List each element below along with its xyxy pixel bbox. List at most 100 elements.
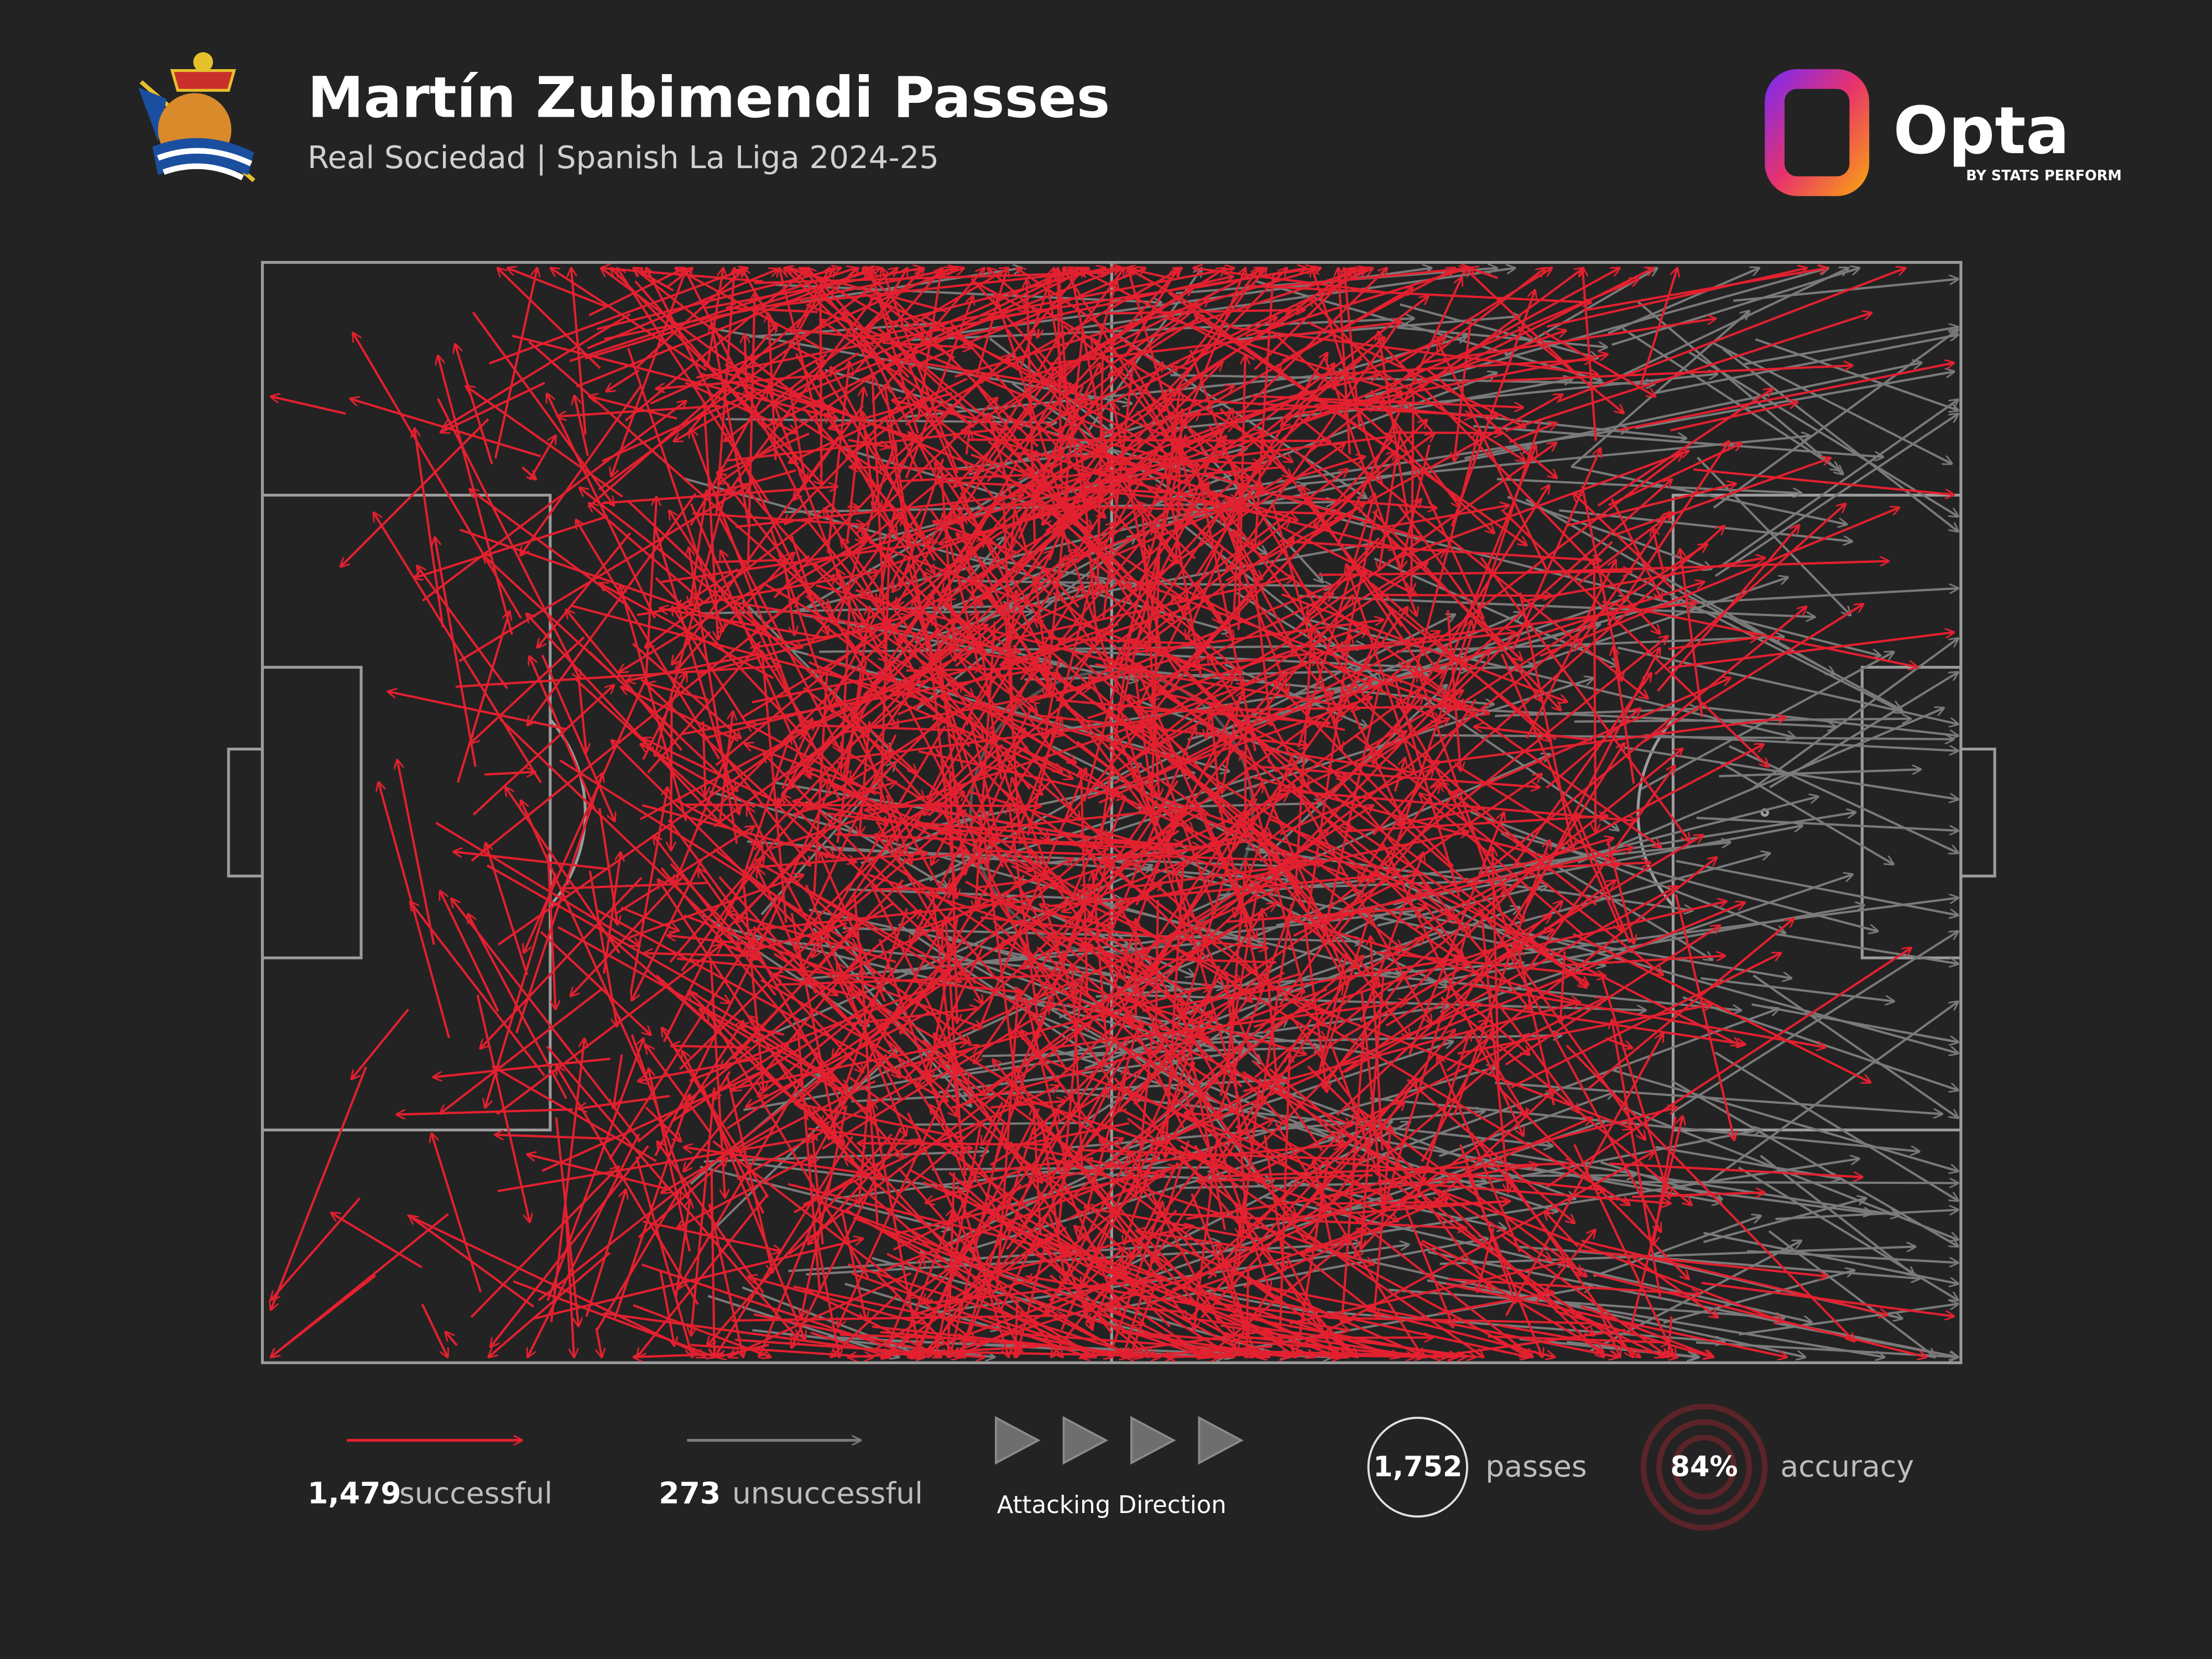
successful-pass bbox=[788, 1023, 1091, 1255]
successful-pass bbox=[526, 614, 722, 825]
successful-pass bbox=[1437, 1056, 1521, 1253]
successful-pass bbox=[889, 661, 971, 747]
successful-pass bbox=[879, 554, 889, 813]
successful-pass bbox=[468, 914, 567, 1099]
unsuccessful-pass bbox=[1700, 977, 1894, 1001]
successful-pass bbox=[1670, 402, 1798, 432]
successful-pass bbox=[1340, 1108, 1530, 1243]
successful-pass bbox=[711, 324, 751, 528]
successful-pass bbox=[940, 469, 955, 661]
successful-pass bbox=[1274, 681, 1454, 868]
successful-pass bbox=[1540, 508, 1899, 657]
successful-pass bbox=[1136, 1023, 1155, 1194]
successful-pass bbox=[1518, 948, 1555, 1105]
successful-pass bbox=[824, 602, 898, 728]
unsuccessful-pass bbox=[1751, 1003, 1958, 1042]
unsuccessful-pass bbox=[842, 447, 1057, 512]
successful-pass bbox=[912, 1108, 1040, 1357]
successful-pass bbox=[1424, 319, 1716, 364]
successful-pass bbox=[1018, 363, 1100, 539]
unsuccessful-pass bbox=[1004, 894, 1194, 976]
unsuccessful-pass bbox=[1623, 268, 1848, 376]
successful-pass bbox=[1252, 1060, 1344, 1144]
successful-pass bbox=[520, 384, 643, 556]
unsuccessful-pass bbox=[707, 1295, 899, 1357]
successful-pass bbox=[1580, 486, 1621, 681]
unsuccessful-pass bbox=[1224, 663, 1368, 728]
successful-pass bbox=[1453, 841, 1550, 1116]
successful-pass bbox=[730, 1041, 968, 1091]
successful-pass bbox=[744, 385, 884, 476]
successful-label: successful bbox=[399, 1476, 552, 1511]
unsuccessful-pass bbox=[1290, 1180, 1506, 1229]
unsuccessful-pass bbox=[1747, 1250, 1958, 1263]
passes-count: 1,752 bbox=[1373, 1451, 1462, 1484]
successful-pass bbox=[1103, 838, 1257, 862]
successful-pass bbox=[886, 835, 1108, 1026]
successful-pass bbox=[421, 1303, 448, 1357]
successful-pass bbox=[602, 487, 838, 504]
successful-pass bbox=[959, 1265, 1230, 1350]
successful-pass bbox=[488, 268, 748, 365]
successful-pass bbox=[431, 1134, 482, 1293]
successful-pass bbox=[1078, 1032, 1138, 1240]
successful-pass bbox=[1340, 582, 1704, 699]
unsuccessful-pass bbox=[1074, 650, 1468, 670]
successful-pass bbox=[628, 875, 804, 939]
successful-pass bbox=[620, 906, 679, 931]
successful-pass bbox=[917, 948, 983, 1087]
unsuccessful-pass bbox=[1660, 588, 1958, 606]
unsuccessful-pass bbox=[1571, 311, 1749, 468]
unsuccessful-pass bbox=[1775, 933, 1958, 964]
unsuccessful-pass bbox=[1448, 1175, 1635, 1176]
successful-pass bbox=[682, 1051, 765, 1214]
successful-pass bbox=[1454, 317, 1473, 461]
unsuccessful-pass bbox=[1676, 859, 1958, 915]
successful-pass bbox=[486, 843, 529, 975]
brand-name: Opta bbox=[1893, 93, 2069, 169]
successful-pass bbox=[1194, 1230, 1366, 1290]
successful-pass bbox=[988, 414, 1030, 560]
successful-count: 1,479 bbox=[307, 1476, 401, 1511]
unsuccessful-pass bbox=[1593, 1216, 1761, 1277]
successful-pass bbox=[1225, 971, 1247, 1225]
passes-label: passes bbox=[1485, 1449, 1587, 1484]
successful-pass bbox=[1373, 1126, 1390, 1313]
unsuccessful-pass bbox=[1710, 341, 1952, 464]
successful-pass bbox=[967, 790, 1285, 886]
successful-pass bbox=[816, 584, 1146, 671]
successful-pass bbox=[1193, 633, 1515, 667]
successful-pass bbox=[1416, 902, 1745, 1040]
unsuccessful-pass bbox=[805, 800, 948, 888]
unsuccessful-pass bbox=[1179, 1181, 1486, 1190]
club-crest bbox=[138, 52, 255, 182]
successful-pass bbox=[869, 1222, 1134, 1357]
unsuccessful-pass bbox=[1645, 734, 1958, 750]
successful-pass bbox=[1128, 497, 1230, 652]
successful-pass bbox=[671, 1046, 750, 1047]
unsuccessful-pass bbox=[1464, 363, 1921, 460]
unsuccessful-pass bbox=[1760, 1155, 1914, 1276]
successful-pass bbox=[541, 1070, 765, 1172]
unsuccessful-pass bbox=[1714, 1051, 1958, 1201]
successful-pass bbox=[1370, 485, 1549, 768]
successful-pass bbox=[667, 819, 761, 947]
successful-pass bbox=[578, 1094, 670, 1109]
successful-pass bbox=[703, 402, 718, 640]
successful-pass bbox=[440, 987, 604, 1113]
unsuccessful-pass bbox=[1636, 300, 1843, 474]
successful-pass bbox=[1561, 951, 1565, 1022]
unsuccessful-pass bbox=[1719, 769, 1921, 778]
successful-pass bbox=[689, 987, 934, 1082]
successful-pass bbox=[1575, 812, 1631, 943]
successful-pass bbox=[1245, 268, 1468, 337]
successful-pass bbox=[1558, 268, 1905, 403]
successful-pass bbox=[797, 591, 1097, 735]
successful-pass bbox=[1521, 558, 1765, 603]
successful-pass bbox=[422, 401, 686, 602]
successful-pass bbox=[841, 1210, 865, 1320]
successful-pass bbox=[1372, 769, 1433, 836]
successful-pass bbox=[541, 654, 615, 821]
